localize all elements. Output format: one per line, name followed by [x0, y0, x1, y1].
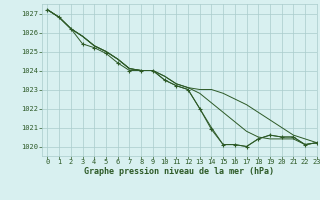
- X-axis label: Graphe pression niveau de la mer (hPa): Graphe pression niveau de la mer (hPa): [84, 167, 274, 176]
